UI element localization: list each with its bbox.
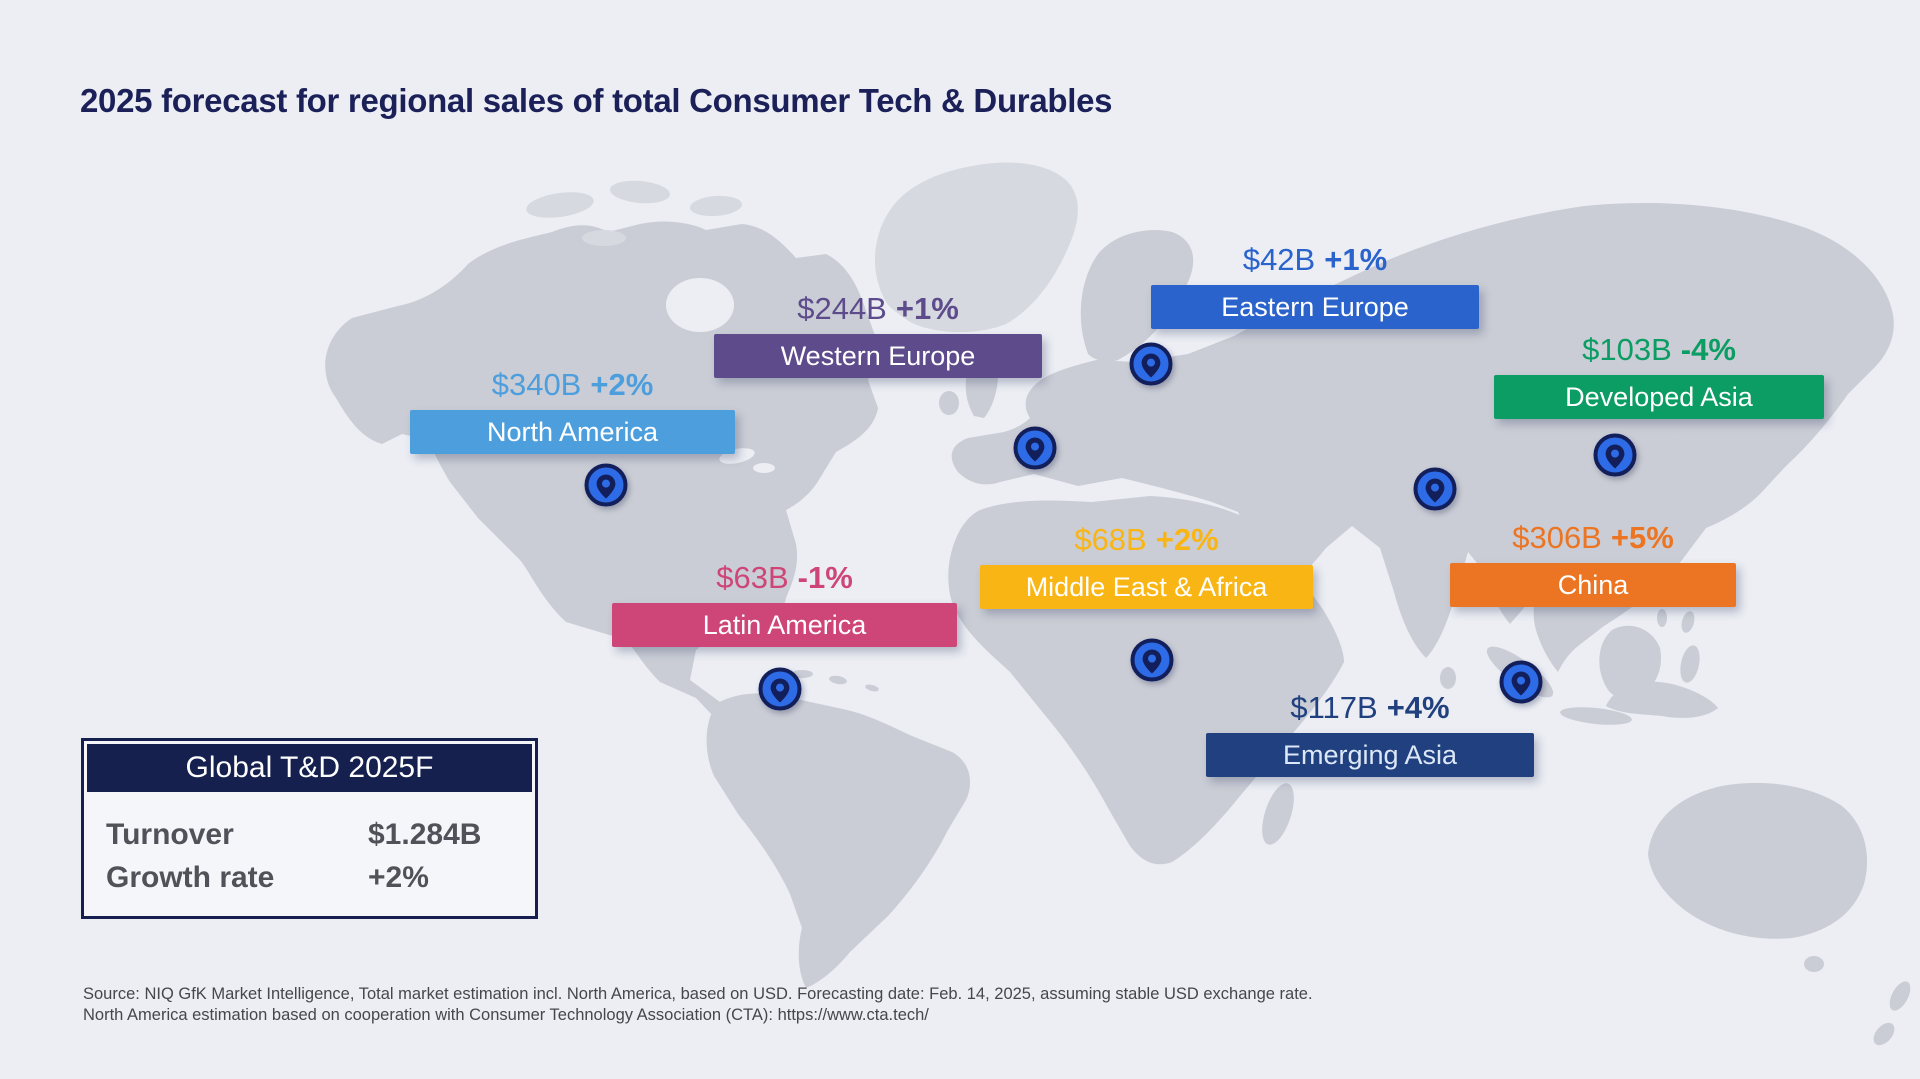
region-value-line: $306B +5% [1512,519,1674,557]
region-value-line: $117B +4% [1290,689,1449,727]
region-name: Eastern Europe [1221,291,1409,322]
page-title: 2025 forecast for regional sales of tota… [80,82,1113,119]
region-western-europe: $244B +1% Western Europe [714,290,1042,378]
map-pin-north-america [583,462,629,508]
growth-value: +1% [1324,242,1388,277]
map-pin-developed-asia [1592,432,1638,478]
map-pin-china [1412,466,1458,512]
global-turnover-label: Turnover [106,818,234,851]
global-summary-header: Global T&D 2025F [87,744,532,792]
growth-value: -4% [1680,332,1736,367]
region-value-line: $68B +2% [1074,521,1218,559]
map-pin-middle-east-africa [1129,637,1175,683]
map-pin-latin-america [757,666,803,712]
growth-value: +2% [590,367,654,402]
continent-australia [1648,782,1911,1046]
islands-caribbean [791,670,879,692]
global-growth-label: Growth rate [106,861,275,894]
region-name: Latin America [702,609,867,640]
region-developed-asia: $103B -4% Developed Asia [1494,331,1824,419]
region-name: North America [486,416,659,447]
region-name: China [1557,569,1629,600]
source-note: Source: NIQ GfK Market Intelligence, Tot… [83,984,1313,1025]
region-emerging-asia: $117B +4% Emerging Asia [1206,689,1534,777]
region-name: Middle East & Africa [1025,571,1268,602]
region-eastern-europe: $42B +1% Eastern Europe [1151,241,1479,329]
region-value-line: $63B -1% [716,559,853,597]
global-turnover-value: $1.284B [368,818,482,851]
region-banner: Western Europe [714,334,1042,378]
region-latin-america: $63B -1% Latin America [612,559,957,647]
turnover-value: $103B [1582,332,1672,367]
region-banner: Latin America [612,603,957,647]
arctic-islands [526,162,1078,333]
region-name: Emerging Asia [1282,739,1458,770]
turnover-value: $63B [716,560,789,595]
global-summary-box: Global T&D 2025F Turnover $1.284B Growth… [81,738,538,919]
map-pin-western-europe [1012,425,1058,471]
global-summary-body: Turnover $1.284B Growth rate +2% [84,792,535,895]
growth-value: +1% [895,291,959,326]
source-line-1: Source: NIQ GfK Market Intelligence, Tot… [83,985,1313,1003]
region-banner: China [1450,563,1736,607]
island-madagascar [1262,783,1294,845]
region-china: $306B +5% China [1450,519,1736,607]
global-growth-value: +2% [368,861,429,894]
map-pin-eastern-europe [1128,341,1174,387]
region-banner: Eastern Europe [1151,285,1479,329]
map-pin-emerging-asia [1498,659,1544,705]
growth-value: -1% [797,560,853,595]
growth-value: +2% [1155,522,1219,557]
region-name: Western Europe [780,340,976,371]
growth-value: +5% [1610,520,1674,555]
island-sri-lanka [1440,667,1456,689]
growth-value: +4% [1386,690,1450,725]
island-ireland [939,391,959,415]
turnover-value: $306B [1512,520,1602,555]
turnover-value: $42B [1242,242,1316,277]
region-value-line: $340B +2% [492,366,654,404]
turnover-value: $117B [1290,690,1378,725]
region-scandinavia [1080,230,1194,362]
region-north-america: $340B +2% North America [410,366,735,454]
region-middle-east-africa: $68B +2% Middle East & Africa [980,521,1313,609]
region-value-line: $103B -4% [1582,331,1736,369]
continent-south-america [706,693,971,988]
island-greenland [874,162,1078,333]
region-banner: Emerging Asia [1206,733,1534,777]
turnover-value: $340B [491,367,582,402]
region-banner: North America [410,410,735,454]
region-banner: Middle East & Africa [980,565,1313,609]
continent-eurasia [951,202,1894,672]
region-value-line: $244B +1% [797,290,959,328]
islands-japan [1640,426,1692,521]
turnover-value: $244B [797,291,887,326]
source-line-2: North America estimation based on cooper… [83,1005,929,1024]
turnover-value: $68B [1074,522,1147,557]
region-banner: Developed Asia [1494,375,1824,419]
region-value-line: $42B +1% [1243,241,1387,279]
region-name: Developed Asia [1565,381,1753,412]
